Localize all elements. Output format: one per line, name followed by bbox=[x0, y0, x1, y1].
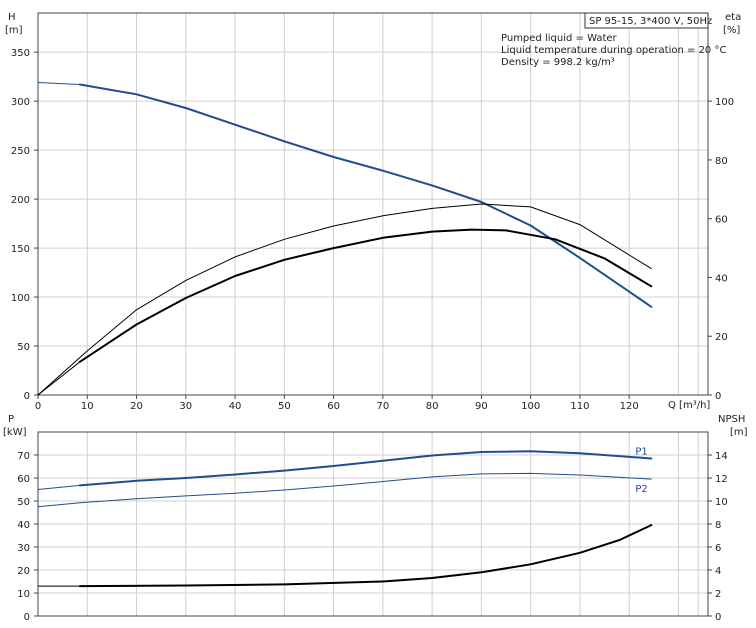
tick-label-h: 50 bbox=[17, 342, 30, 353]
series-P2_extended bbox=[37, 502, 81, 508]
tick-label-eta: 100 bbox=[715, 97, 734, 108]
axis-label-eta-unit: [%] bbox=[723, 25, 740, 36]
tick-label-q: 20 bbox=[130, 401, 143, 412]
tick-label-eta: 60 bbox=[715, 215, 728, 226]
series-eta_pump_extended bbox=[37, 361, 81, 396]
series-label-p1: P1 bbox=[635, 446, 647, 457]
tick-label-p: 10 bbox=[17, 589, 30, 600]
tick-label-p: 0 bbox=[24, 612, 30, 623]
tick-label-h: 300 bbox=[11, 97, 30, 108]
tick-label-q: 50 bbox=[278, 401, 291, 412]
tick-label-npsh: 12 bbox=[715, 474, 728, 485]
tick-label-p: 30 bbox=[17, 543, 30, 554]
tick-label-h: 350 bbox=[11, 48, 30, 59]
axis-label-h: H bbox=[8, 12, 16, 23]
bottom-series bbox=[37, 450, 653, 588]
tick-label-h: 200 bbox=[11, 195, 30, 206]
series-head_extended bbox=[37, 82, 81, 85]
tick-label-eta: 0 bbox=[715, 391, 721, 402]
grid bbox=[38, 13, 708, 617]
top-plot-frame bbox=[37, 12, 709, 396]
tick-label-q: 40 bbox=[229, 401, 242, 412]
tick-label-q: 120 bbox=[620, 401, 639, 412]
model-label: SP 95-15, 3*400 V, 50Hz bbox=[589, 16, 712, 27]
axis-label-npsh: NPSH bbox=[718, 414, 745, 425]
series-P2 bbox=[79, 472, 652, 504]
axis-label-q: Q [m³/h] bbox=[668, 400, 710, 411]
tick-label-q: 90 bbox=[475, 401, 488, 412]
tick-label-p: 20 bbox=[17, 566, 30, 577]
tick-label-q: 100 bbox=[521, 401, 540, 412]
tick-label-q: 110 bbox=[570, 401, 589, 412]
top-series bbox=[37, 82, 653, 396]
axis-label-p: P bbox=[8, 414, 14, 425]
tick-label-h: 0 bbox=[24, 391, 30, 402]
info-line: Pumped liquid = Water bbox=[501, 33, 618, 44]
series-P1_extended bbox=[37, 484, 81, 490]
info-line: Density = 998.2 kg/m³ bbox=[501, 57, 615, 68]
axis-label-h-unit: [m] bbox=[5, 25, 23, 36]
tick-label-npsh: 8 bbox=[715, 520, 721, 531]
tick-label-eta: 40 bbox=[715, 273, 728, 284]
tick-label-p: 70 bbox=[17, 451, 30, 462]
tick-label-h: 250 bbox=[11, 146, 30, 157]
series-P1 bbox=[78, 450, 653, 487]
series-NPSH bbox=[78, 524, 653, 588]
tick-label-p: 60 bbox=[17, 474, 30, 485]
series-label-p2: P2 bbox=[635, 484, 647, 495]
tick-label-npsh: 2 bbox=[715, 589, 721, 600]
tick-label-q: 80 bbox=[426, 401, 439, 412]
tick-label-npsh: 14 bbox=[715, 451, 728, 462]
axis-label-p-unit: [kW] bbox=[3, 427, 27, 438]
tick-label-h: 150 bbox=[11, 244, 30, 255]
model-box bbox=[584, 12, 709, 29]
axis-label-eta: eta bbox=[725, 12, 741, 23]
series-eta_total bbox=[37, 203, 652, 396]
tick-label-npsh: 4 bbox=[715, 566, 721, 577]
tick-label-q: 60 bbox=[327, 401, 340, 412]
tick-label-q: 30 bbox=[179, 401, 192, 412]
series-eta_pump bbox=[78, 228, 653, 363]
axis-label-npsh-unit: [m] bbox=[730, 427, 748, 438]
tick-label-q: 0 bbox=[35, 401, 41, 412]
tick-label-p: 40 bbox=[17, 520, 30, 531]
tick-label-npsh: 10 bbox=[715, 497, 728, 508]
tick-label-p: 50 bbox=[17, 497, 30, 508]
tick-label-npsh: 0 bbox=[715, 612, 721, 623]
tick-label-q: 70 bbox=[376, 401, 389, 412]
tick-label-q: 10 bbox=[81, 401, 94, 412]
tick-label-npsh: 6 bbox=[715, 543, 721, 554]
tick-label-eta: 80 bbox=[715, 156, 728, 167]
info-line: Liquid temperature during operation = 20… bbox=[501, 45, 726, 56]
series-head bbox=[78, 83, 653, 308]
tick-label-eta: 20 bbox=[715, 332, 728, 343]
tick-label-h: 100 bbox=[11, 293, 30, 304]
